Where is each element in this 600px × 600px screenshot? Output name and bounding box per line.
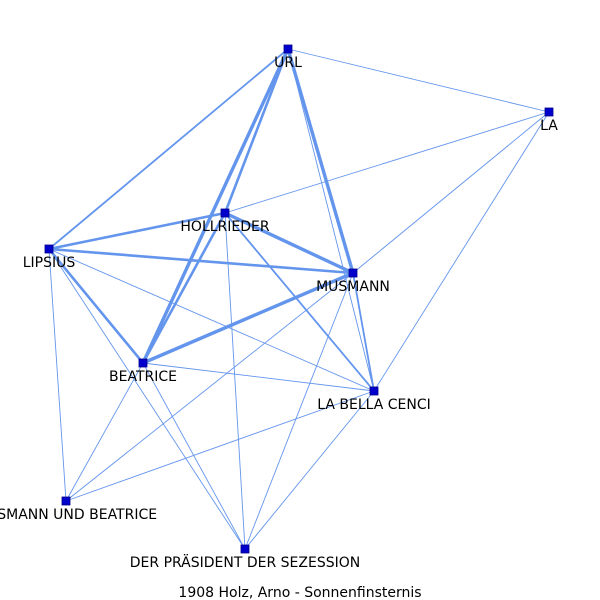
edge-beatrice-praesident (142, 362, 246, 550)
edge-musmann-musmann-und-beatrice (65, 272, 354, 502)
node-url (283, 44, 293, 54)
edge-lipsius-musmann-und-beatrice (48, 248, 67, 502)
edge-hollrieder-praesident (224, 212, 246, 550)
edge-musmann-la-bella-cenci (352, 272, 375, 392)
edges-layer (47, 47, 550, 550)
node-label-la: LA (540, 118, 558, 134)
diagram-caption: 1908 Holz, Arno - Sonnenfinsternis (178, 585, 421, 600)
node-la (544, 107, 554, 117)
node-label-musmann-und-beatrice: MUSMANN UND BEATRICE (0, 507, 157, 523)
edge-lipsius-beatrice (47, 247, 145, 365)
edge-la-la-bella-cenci (373, 111, 550, 392)
node-label-hollrieder: HOLLRIEDER (180, 219, 269, 235)
node-hollrieder (220, 208, 230, 218)
edge-url-hollrieder (223, 47, 290, 215)
edge-beatrice-musmann-und-beatrice (65, 362, 144, 502)
edge-beatrice-la-bella-cenci (142, 362, 375, 392)
edge-lipsius-la-bella-cenci (48, 248, 375, 392)
labels-layer: URL LA HOLLRIEDER LIPSIUS MUSMANN BEATRICE LA … (0, 55, 558, 571)
edge-la-hollrieder (224, 111, 550, 214)
edge-musmann-praesident (244, 272, 354, 550)
edge-hollrieder-beatrice (141, 211, 227, 365)
node-label-praesident: DER PRÄSIDENT DER SEZESSION (130, 553, 360, 571)
edge-url-lipsius (48, 48, 289, 250)
edge-url-la (287, 48, 550, 113)
node-praesident (240, 544, 250, 554)
edge-la-bella-cenci-musmann-und-beatrice (65, 390, 375, 502)
node-musmann-und-beatrice (61, 496, 71, 506)
edge-lipsius-praesident (48, 248, 246, 550)
node-label-la-bella-cenci: LA BELLA CENCI (317, 397, 431, 413)
edge-url-la-bella-cenci (287, 48, 375, 392)
edge-url-musmann (286, 47, 355, 275)
node-label-url: URL (274, 55, 302, 71)
node-label-musmann: MUSMANN (316, 279, 390, 295)
node-beatrice (138, 358, 148, 368)
node-musmann (348, 268, 358, 278)
edge-musmann-beatrice (141, 271, 355, 365)
node-label-beatrice: BEATRICE (109, 369, 177, 385)
edge-la-musmann (352, 111, 550, 274)
node-lipsius (44, 244, 54, 254)
nodes-layer (44, 44, 554, 554)
node-label-lipsius: LIPSIUS (23, 255, 76, 271)
edge-hollrieder-lipsius (47, 211, 227, 251)
edge-la-bella-cenci-praesident (244, 390, 375, 550)
node-la-bella-cenci (369, 386, 379, 396)
edge-hollrieder-musmann (223, 211, 355, 275)
edge-lipsius-musmann (47, 247, 355, 275)
edge-hollrieder-la-bella-cenci (224, 212, 375, 392)
edge-url-beatrice (141, 47, 290, 365)
